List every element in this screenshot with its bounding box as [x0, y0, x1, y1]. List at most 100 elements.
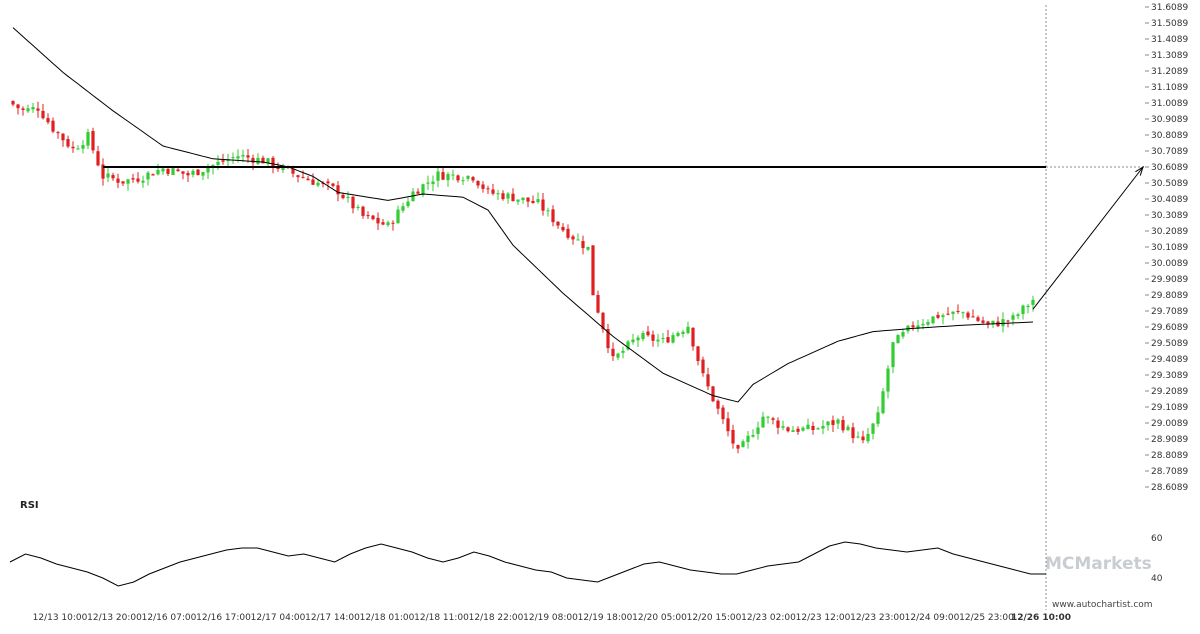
candle-body: [131, 178, 135, 180]
candle-body: [701, 359, 705, 374]
candle-body: [16, 104, 20, 109]
candle-body: [431, 181, 435, 185]
candle-body: [201, 172, 205, 176]
y-tick-label: 30.1089: [1151, 243, 1188, 253]
candle-body: [871, 423, 875, 434]
candle-body: [866, 433, 870, 442]
candle-body: [881, 391, 885, 414]
projection-arrow-head: [1135, 165, 1144, 176]
candle-body: [481, 184, 485, 189]
candle-body: [636, 337, 640, 341]
candle-body: [171, 168, 175, 176]
candle-body: [221, 160, 225, 162]
candle-body: [101, 164, 105, 179]
candle-body: [841, 420, 845, 431]
candle-body: [406, 201, 410, 207]
candle-body: [966, 312, 970, 318]
candle-body: [911, 325, 915, 328]
candle-body: [236, 156, 240, 159]
candle-body: [271, 157, 275, 168]
candle-body: [486, 188, 490, 190]
candle-body: [146, 172, 150, 180]
candle-body: [536, 199, 540, 203]
candle-body: [816, 428, 820, 430]
candle-body: [446, 174, 450, 181]
candle-body: [91, 130, 95, 151]
candle-body: [596, 294, 600, 313]
candle-body: [876, 412, 880, 424]
y-tick-label: 28.7089: [1151, 467, 1188, 477]
candle-body: [971, 316, 975, 318]
candle-body: [746, 435, 750, 442]
candle-body: [331, 183, 335, 186]
candle-body: [161, 168, 165, 172]
y-tick-label: 30.9089: [1151, 115, 1188, 125]
candle-body: [696, 346, 700, 362]
candle-body: [456, 175, 460, 181]
candle-body: [901, 332, 905, 337]
rsi-panel-title: RSI: [20, 500, 39, 511]
candle-body: [551, 209, 555, 223]
candle-body: [441, 172, 445, 180]
projection-arrow-line: [1032, 166, 1144, 310]
candle-body: [426, 182, 430, 184]
candle-body: [981, 320, 985, 323]
candle-body: [1001, 319, 1005, 327]
candle-body: [11, 101, 15, 105]
y-tick-label: 31.2089: [1151, 67, 1188, 77]
candle-body: [756, 427, 760, 434]
candle-body: [541, 199, 545, 211]
y-tick-label: 29.9089: [1151, 275, 1188, 285]
candle-body: [336, 185, 340, 195]
candle-body: [771, 418, 775, 420]
candle-body: [716, 400, 720, 409]
candle-body: [476, 180, 480, 186]
x-tick-label: 12/13 20:00: [87, 613, 142, 623]
candle-body: [606, 328, 610, 349]
candle-body: [861, 436, 865, 441]
candle-body: [556, 221, 560, 226]
y-tick-label: 31.6089: [1151, 3, 1188, 13]
candle-body: [21, 108, 25, 110]
candle-body: [36, 108, 40, 111]
y-tick-label: 29.5089: [1151, 339, 1188, 349]
candle-body: [961, 312, 965, 314]
candle-body: [976, 317, 980, 321]
candle-body: [111, 175, 115, 179]
candle-body: [451, 174, 455, 176]
candle-body: [896, 335, 900, 344]
candle-body: [261, 157, 265, 164]
candle-body: [306, 178, 310, 181]
candle-body: [601, 312, 605, 330]
candle-body: [256, 157, 260, 164]
candle-body: [761, 416, 765, 428]
candle-body: [781, 426, 785, 428]
x-tick-label: 12/16 17:00: [196, 613, 251, 623]
candles-layer: [11, 100, 1035, 454]
candle-body: [516, 199, 520, 202]
x-tick-label: 12/16 07:00: [142, 613, 197, 623]
candle-body: [191, 170, 195, 175]
y-tick-label: 29.0089: [1151, 419, 1188, 429]
candle-body: [531, 200, 535, 204]
candle-body: [301, 176, 305, 178]
y-tick-label: 30.2089: [1151, 227, 1188, 237]
candle-body: [811, 425, 815, 431]
candle-body: [1021, 305, 1025, 315]
candle-body: [576, 239, 580, 241]
candle-body: [991, 320, 995, 324]
rsi-panel: 60 40: [9, 534, 1163, 587]
candle-body: [836, 419, 840, 424]
candle-body: [51, 120, 55, 132]
y-tick-label: 31.0089: [1151, 99, 1188, 109]
candle-body: [86, 132, 90, 146]
candle-body: [846, 426, 850, 431]
candle-body: [186, 172, 190, 176]
candle-body: [521, 197, 525, 201]
candle-body: [676, 332, 680, 336]
x-tick-label: 12/23 23:00: [850, 613, 905, 623]
candle-body: [31, 107, 35, 110]
x-tick-label: 12/20 15:00: [687, 613, 742, 623]
candle-body: [396, 209, 400, 224]
